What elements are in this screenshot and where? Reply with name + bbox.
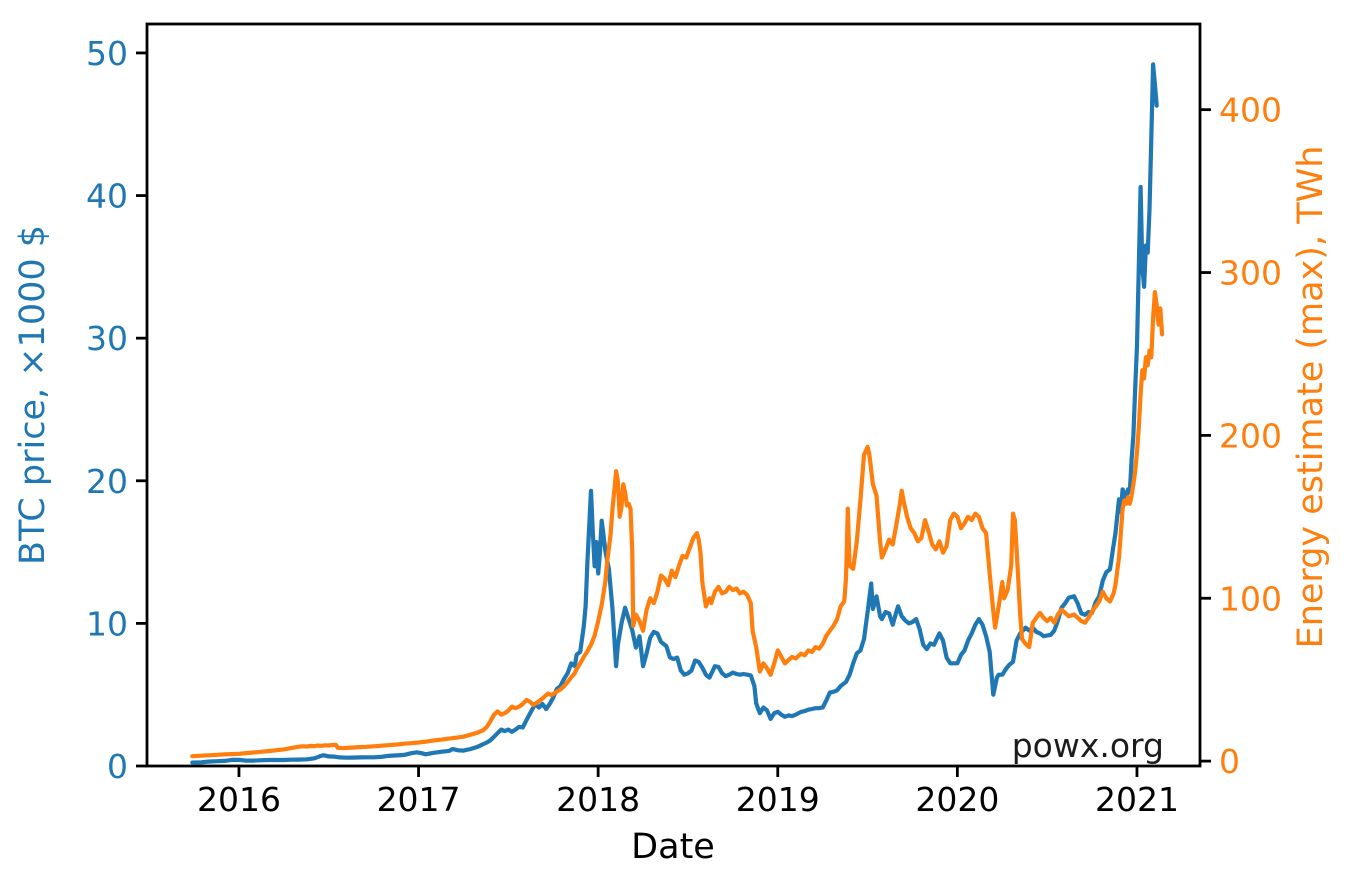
left-axis-tick-labels: 0 10 20 30 40 50 <box>86 34 128 786</box>
tick-label: 300 <box>1219 254 1282 293</box>
right-axis-ticks <box>1200 108 1211 763</box>
tick-label: 2019 <box>736 780 820 819</box>
tick-label: 40 <box>86 177 128 216</box>
tick-label: 400 <box>1219 91 1282 130</box>
tick-label: 2016 <box>197 780 281 819</box>
plot-border <box>145 22 1202 768</box>
btc-price-line <box>190 62 1159 765</box>
tick-label: 200 <box>1219 416 1282 455</box>
right-y-axis-label: Energy estimate (max), TWh <box>1291 146 1331 649</box>
tick-label: 10 <box>86 604 128 643</box>
tick-label: 2017 <box>377 780 461 819</box>
tick-label: 2018 <box>556 780 640 819</box>
tick-label: 30 <box>86 319 128 358</box>
tick-label: 20 <box>86 462 128 501</box>
tick-label: 0 <box>1219 742 1240 781</box>
tick-label: 2020 <box>915 780 999 819</box>
right-axis-tick-labels: 0 100 200 300 400 <box>1219 91 1282 781</box>
x-axis-label: Date <box>631 827 715 867</box>
left-y-axis-label: BTC price, ×1000 $ <box>13 225 53 565</box>
x-axis-tick-labels: 2016 2017 2018 2019 2020 2021 <box>197 780 1179 819</box>
watermark-text: powx.org <box>1012 726 1164 765</box>
energy-estimate-line <box>190 290 1165 759</box>
x-axis-ticks <box>237 766 1139 777</box>
tick-label: 100 <box>1219 579 1282 618</box>
tick-label: 2021 <box>1095 780 1179 819</box>
tick-label: 0 <box>107 747 128 786</box>
tick-label: 50 <box>86 34 128 73</box>
left-axis-ticks <box>136 51 147 768</box>
